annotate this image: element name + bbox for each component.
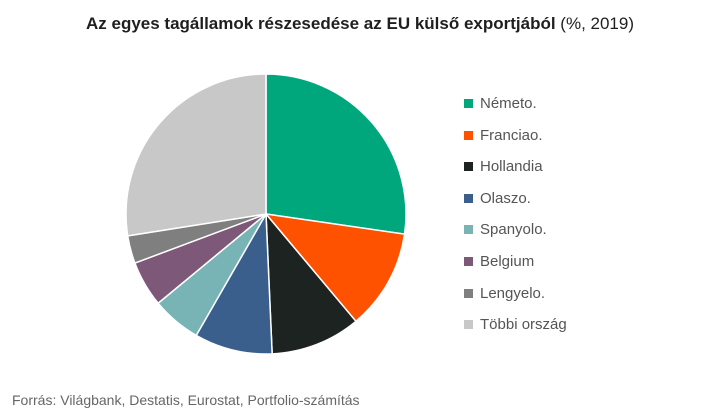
pie-slice (265, 211, 357, 355)
legend-label: Spanyolo. (480, 221, 547, 239)
legend-label: Németo. (480, 95, 537, 112)
pie-slice (125, 73, 267, 237)
legend-swatch (464, 320, 473, 330)
chart-title-main: Az egyes tagállamok részesedése az EU kü… (85, 14, 556, 33)
legend-swatch (464, 99, 473, 108)
legend-swatch (464, 225, 473, 235)
legend-label: Hollandia (480, 158, 543, 176)
chart-title-unit: (%, 2019) (555, 14, 635, 33)
legend-swatch (464, 162, 473, 172)
pie-slice (265, 73, 407, 236)
chart-title: Az egyes tagállamok részesedése az EU kü… (60, 12, 660, 36)
legend-label: Többi ország (480, 316, 567, 334)
legend-label: Lengyelo. (480, 284, 546, 302)
legend-label: Olaszo. (480, 189, 531, 207)
pie-slice (264, 212, 406, 323)
legend-swatch (464, 288, 473, 298)
legend-label: Franciao. (480, 126, 543, 144)
source-note: Forrás: Világbank, Destatis, Eurostat, P… (12, 392, 360, 408)
legend-label: Belgium (480, 252, 535, 270)
legend-swatch (464, 256, 473, 266)
legend-swatch (464, 130, 473, 140)
pie-slice (195, 211, 273, 355)
legend-swatch (464, 193, 473, 203)
